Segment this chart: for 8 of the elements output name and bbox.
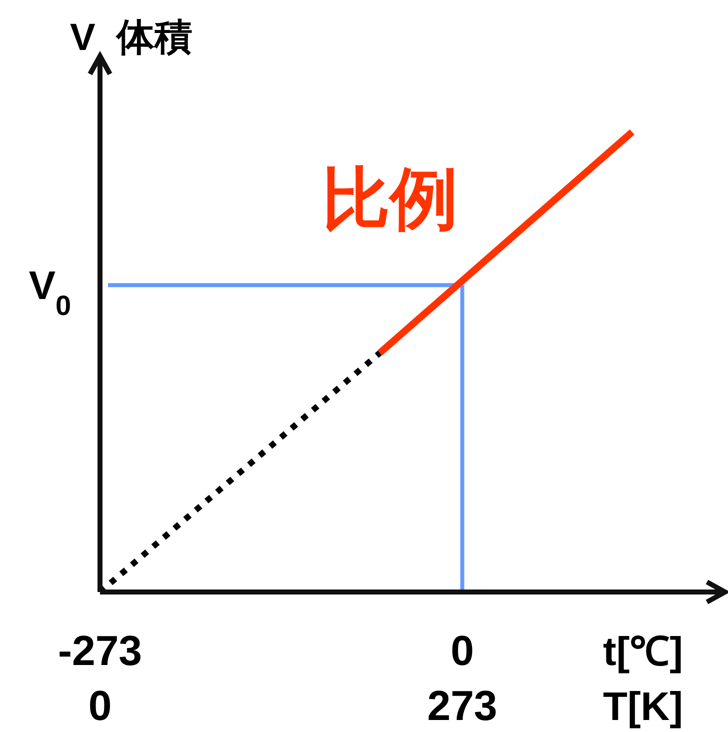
x2-axis-title: T[K] (603, 685, 683, 729)
y-axis-title: V 体積 (70, 17, 192, 59)
x2-tick-label: 273 (427, 682, 498, 729)
annotation: 比例 (322, 161, 458, 237)
x-axis-title: t[℃] (603, 630, 683, 674)
x2-tick-label: 0 (88, 682, 112, 729)
ref-line-label: V$_{0}$ (28, 264, 72, 321)
x-tick-label: -273 (58, 627, 142, 674)
